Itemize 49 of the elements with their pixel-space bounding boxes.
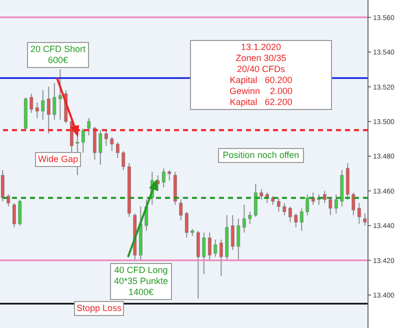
candlestick — [6, 194, 10, 208]
candlestick — [18, 199, 22, 226]
candlestick — [306, 194, 310, 216]
candlestick — [230, 214, 234, 250]
candlestick — [168, 170, 172, 181]
candlestick — [334, 194, 338, 214]
candlestick — [46, 86, 50, 134]
candlestick — [328, 197, 332, 216]
note-box: Position noch offen — [218, 148, 304, 163]
candlestick — [12, 202, 16, 228]
candlestick — [87, 118, 91, 136]
candlestick — [276, 197, 280, 212]
candlestick — [214, 238, 218, 258]
candlestick — [236, 218, 240, 261]
candlestick — [122, 150, 126, 171]
candlestick — [104, 130, 108, 146]
candlestick — [219, 238, 223, 276]
candlestick — [35, 102, 39, 119]
candlestick — [110, 136, 114, 152]
candlestick — [184, 211, 188, 238]
candlestick — [41, 90, 45, 120]
candlestick — [81, 128, 85, 154]
candlestick — [179, 199, 183, 221]
candlestick — [202, 232, 206, 275]
candlestick — [352, 192, 356, 216]
candlestick — [300, 208, 304, 232]
note-box: 40 CFD Long 40*35 Punkte 1400€ — [110, 263, 172, 300]
candlestick — [30, 93, 34, 114]
candlestick — [162, 168, 166, 188]
candlestick — [248, 211, 252, 224]
candlestick — [58, 68, 62, 120]
candlestick — [260, 188, 264, 200]
candlestick — [322, 190, 326, 204]
candlestick — [294, 212, 298, 228]
candlestick — [242, 204, 246, 234]
candlestick — [254, 183, 258, 218]
note-box: Wide Gap — [35, 152, 81, 167]
candlestick — [363, 212, 367, 226]
candlestick — [0, 170, 4, 202]
note-box: 13.1.2020 Zonen 30/35 20/40 CFDs Kapital 60.200 Gewinn 2.000 Kapital 62.200 — [190, 40, 332, 110]
candlestick — [98, 130, 102, 166]
candlestick — [116, 142, 120, 158]
candlestick — [282, 202, 286, 216]
candlestick — [52, 82, 56, 120]
note-box: 20 CFD Short 600€ — [27, 42, 89, 68]
candlestick — [288, 206, 292, 223]
candlestick — [208, 232, 212, 261]
candlestick — [357, 202, 361, 224]
note-box: Stopp Loss — [74, 301, 124, 316]
